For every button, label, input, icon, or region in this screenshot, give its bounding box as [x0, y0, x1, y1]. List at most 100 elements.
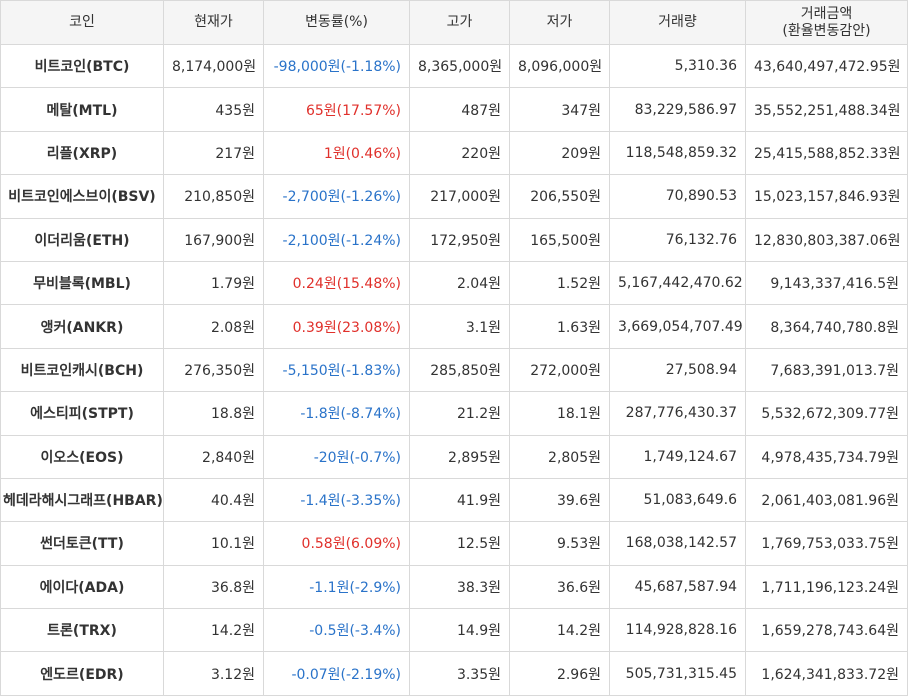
low-price-cell: 272,000원: [509, 347, 610, 393]
change-cell: 65원(17.57%): [263, 87, 410, 132]
table-row: 트론(TRX) 14.2원 -0.5원(-3.4%) 14.9원 14.2원 114,92…: [0, 608, 908, 653]
table-body: 비트코인(BTC) 8,174,000원 -98,000원(-1.18%) 8,365…: [0, 43, 908, 696]
amount-cell: 15,023,157,846.93원: [745, 174, 908, 219]
coin-name-cell: 비트코인(BTC): [0, 43, 164, 89]
volume-cell: 505,731,315.45: [609, 651, 746, 696]
change-cell: 0.24원(15.48%): [263, 260, 410, 306]
high-price-cell: 220원: [409, 130, 510, 176]
price-cell: 1.79원: [163, 260, 264, 306]
change-cell: -1.1원(-2.9%): [263, 564, 410, 610]
change-cell: -0.07원(-2.19%): [263, 651, 410, 696]
coin-name-cell: 비트코인에스브이(BSV): [0, 174, 164, 219]
table-row: 비트코인캐시(BCH) 276,350원 -5,150원(-1.83%) 285,85…: [0, 347, 908, 393]
table-row: 무비블록(MBL) 1.79원 0.24원(15.48%) 2.04원 1.52원 5,1…: [0, 260, 908, 306]
high-price-cell: 285,850원: [409, 347, 510, 393]
table-row: 이더리움(ETH) 167,900원 -2,100원(-1.24%) 172,950원…: [0, 217, 908, 262]
high-price-cell: 172,950원: [409, 217, 510, 262]
change-cell: 0.58원(6.09%): [263, 521, 410, 566]
header-amount-line1: 거래금액: [800, 5, 853, 22]
change-cell: -20원(-0.7%): [263, 434, 410, 479]
price-cell: 3.12원: [163, 651, 264, 696]
table-row: 비트코인(BTC) 8,174,000원 -98,000원(-1.18%) 8,365…: [0, 43, 908, 89]
table-row: 썬더토큰(TT) 10.1원 0.58원(6.09%) 12.5원 9.53원 168,0…: [0, 521, 908, 566]
volume-cell: 5,167,442,470.62: [609, 260, 746, 306]
coin-name-cell: 썬더토큰(TT): [0, 521, 164, 566]
volume-cell: 83,229,586.97: [609, 87, 746, 132]
high-price-cell: 3.35원: [409, 651, 510, 696]
amount-cell: 4,978,435,734.79원: [745, 434, 908, 479]
low-price-cell: 165,500원: [509, 217, 610, 262]
change-cell: -1.4원(-3.35%): [263, 477, 410, 523]
amount-cell: 1,769,753,033.75원: [745, 521, 908, 566]
low-price-cell: 209원: [509, 130, 610, 176]
table-row: 헤데라해시그래프(HBAR) 40.4원 -1.4원(-3.35%) 41.9원 39.…: [0, 477, 908, 523]
header-amount: 거래금액 (환율변동감안): [745, 0, 908, 45]
price-cell: 2.08원: [163, 304, 264, 349]
high-price-cell: 487원: [409, 87, 510, 132]
volume-cell: 1,749,124.67: [609, 434, 746, 479]
table-row: 비트코인에스브이(BSV) 210,850원 -2,700원(-1.26%) 217,…: [0, 174, 908, 219]
change-cell: -5,150원(-1.83%): [263, 347, 410, 393]
high-price-cell: 3.1원: [409, 304, 510, 349]
price-cell: 2,840원: [163, 434, 264, 479]
coin-name-cell: 무비블록(MBL): [0, 260, 164, 306]
low-price-cell: 2,805원: [509, 434, 610, 479]
coin-name-cell: 에이다(ADA): [0, 564, 164, 610]
coin-name-cell: 헤데라해시그래프(HBAR): [0, 477, 164, 523]
volume-cell: 114,928,828.16: [609, 608, 746, 653]
header-amount-line2: (환율변동감안): [782, 22, 871, 39]
price-cell: 435원: [163, 87, 264, 132]
coin-name-cell: 비트코인캐시(BCH): [0, 347, 164, 393]
price-cell: 36.8원: [163, 564, 264, 610]
table-row: 앵커(ANKR) 2.08원 0.39원(23.08%) 3.1원 1.63원 3,669…: [0, 304, 908, 349]
low-price-cell: 1.63원: [509, 304, 610, 349]
coin-name-cell: 이오스(EOS): [0, 434, 164, 479]
low-price-cell: 347원: [509, 87, 610, 132]
change-cell: -1.8원(-8.74%): [263, 391, 410, 436]
change-cell: -2,100원(-1.24%): [263, 217, 410, 262]
table-row: 리플(XRP) 217원 1원(0.46%) 220원 209원 118,548,859.…: [0, 130, 908, 176]
price-cell: 40.4원: [163, 477, 264, 523]
coin-name-cell: 엔도르(EDR): [0, 651, 164, 696]
table-row: 에스티피(STPT) 18.8원 -1.8원(-8.74%) 21.2원 18.1원 28…: [0, 391, 908, 436]
table-row: 엔도르(EDR) 3.12원 -0.07원(-2.19%) 3.35원 2.96원 505…: [0, 651, 908, 696]
low-price-cell: 9.53원: [509, 521, 610, 566]
volume-cell: 118,548,859.32: [609, 130, 746, 176]
amount-cell: 43,640,497,472.95원: [745, 43, 908, 89]
volume-cell: 5,310.36: [609, 43, 746, 89]
price-cell: 8,174,000원: [163, 43, 264, 89]
high-price-cell: 21.2원: [409, 391, 510, 436]
amount-cell: 2,061,403,081.96원: [745, 477, 908, 523]
price-cell: 18.8원: [163, 391, 264, 436]
amount-cell: 1,624,341,833.72원: [745, 651, 908, 696]
amount-cell: 12,830,803,387.06원: [745, 217, 908, 262]
amount-cell: 7,683,391,013.7원: [745, 347, 908, 393]
low-price-cell: 206,550원: [509, 174, 610, 219]
volume-cell: 27,508.94: [609, 347, 746, 393]
coin-name-cell: 메탈(MTL): [0, 87, 164, 132]
table-row: 에이다(ADA) 36.8원 -1.1원(-2.9%) 38.3원 36.6원 45,68…: [0, 564, 908, 610]
coin-name-cell: 리플(XRP): [0, 130, 164, 176]
price-cell: 167,900원: [163, 217, 264, 262]
price-cell: 276,350원: [163, 347, 264, 393]
high-price-cell: 14.9원: [409, 608, 510, 653]
high-price-cell: 38.3원: [409, 564, 510, 610]
amount-cell: 9,143,337,416.5원: [745, 260, 908, 306]
low-price-cell: 1.52원: [509, 260, 610, 306]
low-price-cell: 14.2원: [509, 608, 610, 653]
low-price-cell: 18.1원: [509, 391, 610, 436]
header-change: 변동률(%): [263, 0, 410, 45]
header-row: 코인 현재가 변동률(%) 고가 저가 거래량 거래금액 (환율변동감안): [0, 0, 908, 45]
price-cell: 10.1원: [163, 521, 264, 566]
change-cell: -2,700원(-1.26%): [263, 174, 410, 219]
low-price-cell: 36.6원: [509, 564, 610, 610]
high-price-cell: 2.04원: [409, 260, 510, 306]
amount-cell: 5,532,672,309.77원: [745, 391, 908, 436]
volume-cell: 51,083,649.6: [609, 477, 746, 523]
volume-cell: 3,669,054,707.49: [609, 304, 746, 349]
volume-cell: 168,038,142.57: [609, 521, 746, 566]
change-cell: 0.39원(23.08%): [263, 304, 410, 349]
high-price-cell: 8,365,000원: [409, 43, 510, 89]
price-cell: 210,850원: [163, 174, 264, 219]
